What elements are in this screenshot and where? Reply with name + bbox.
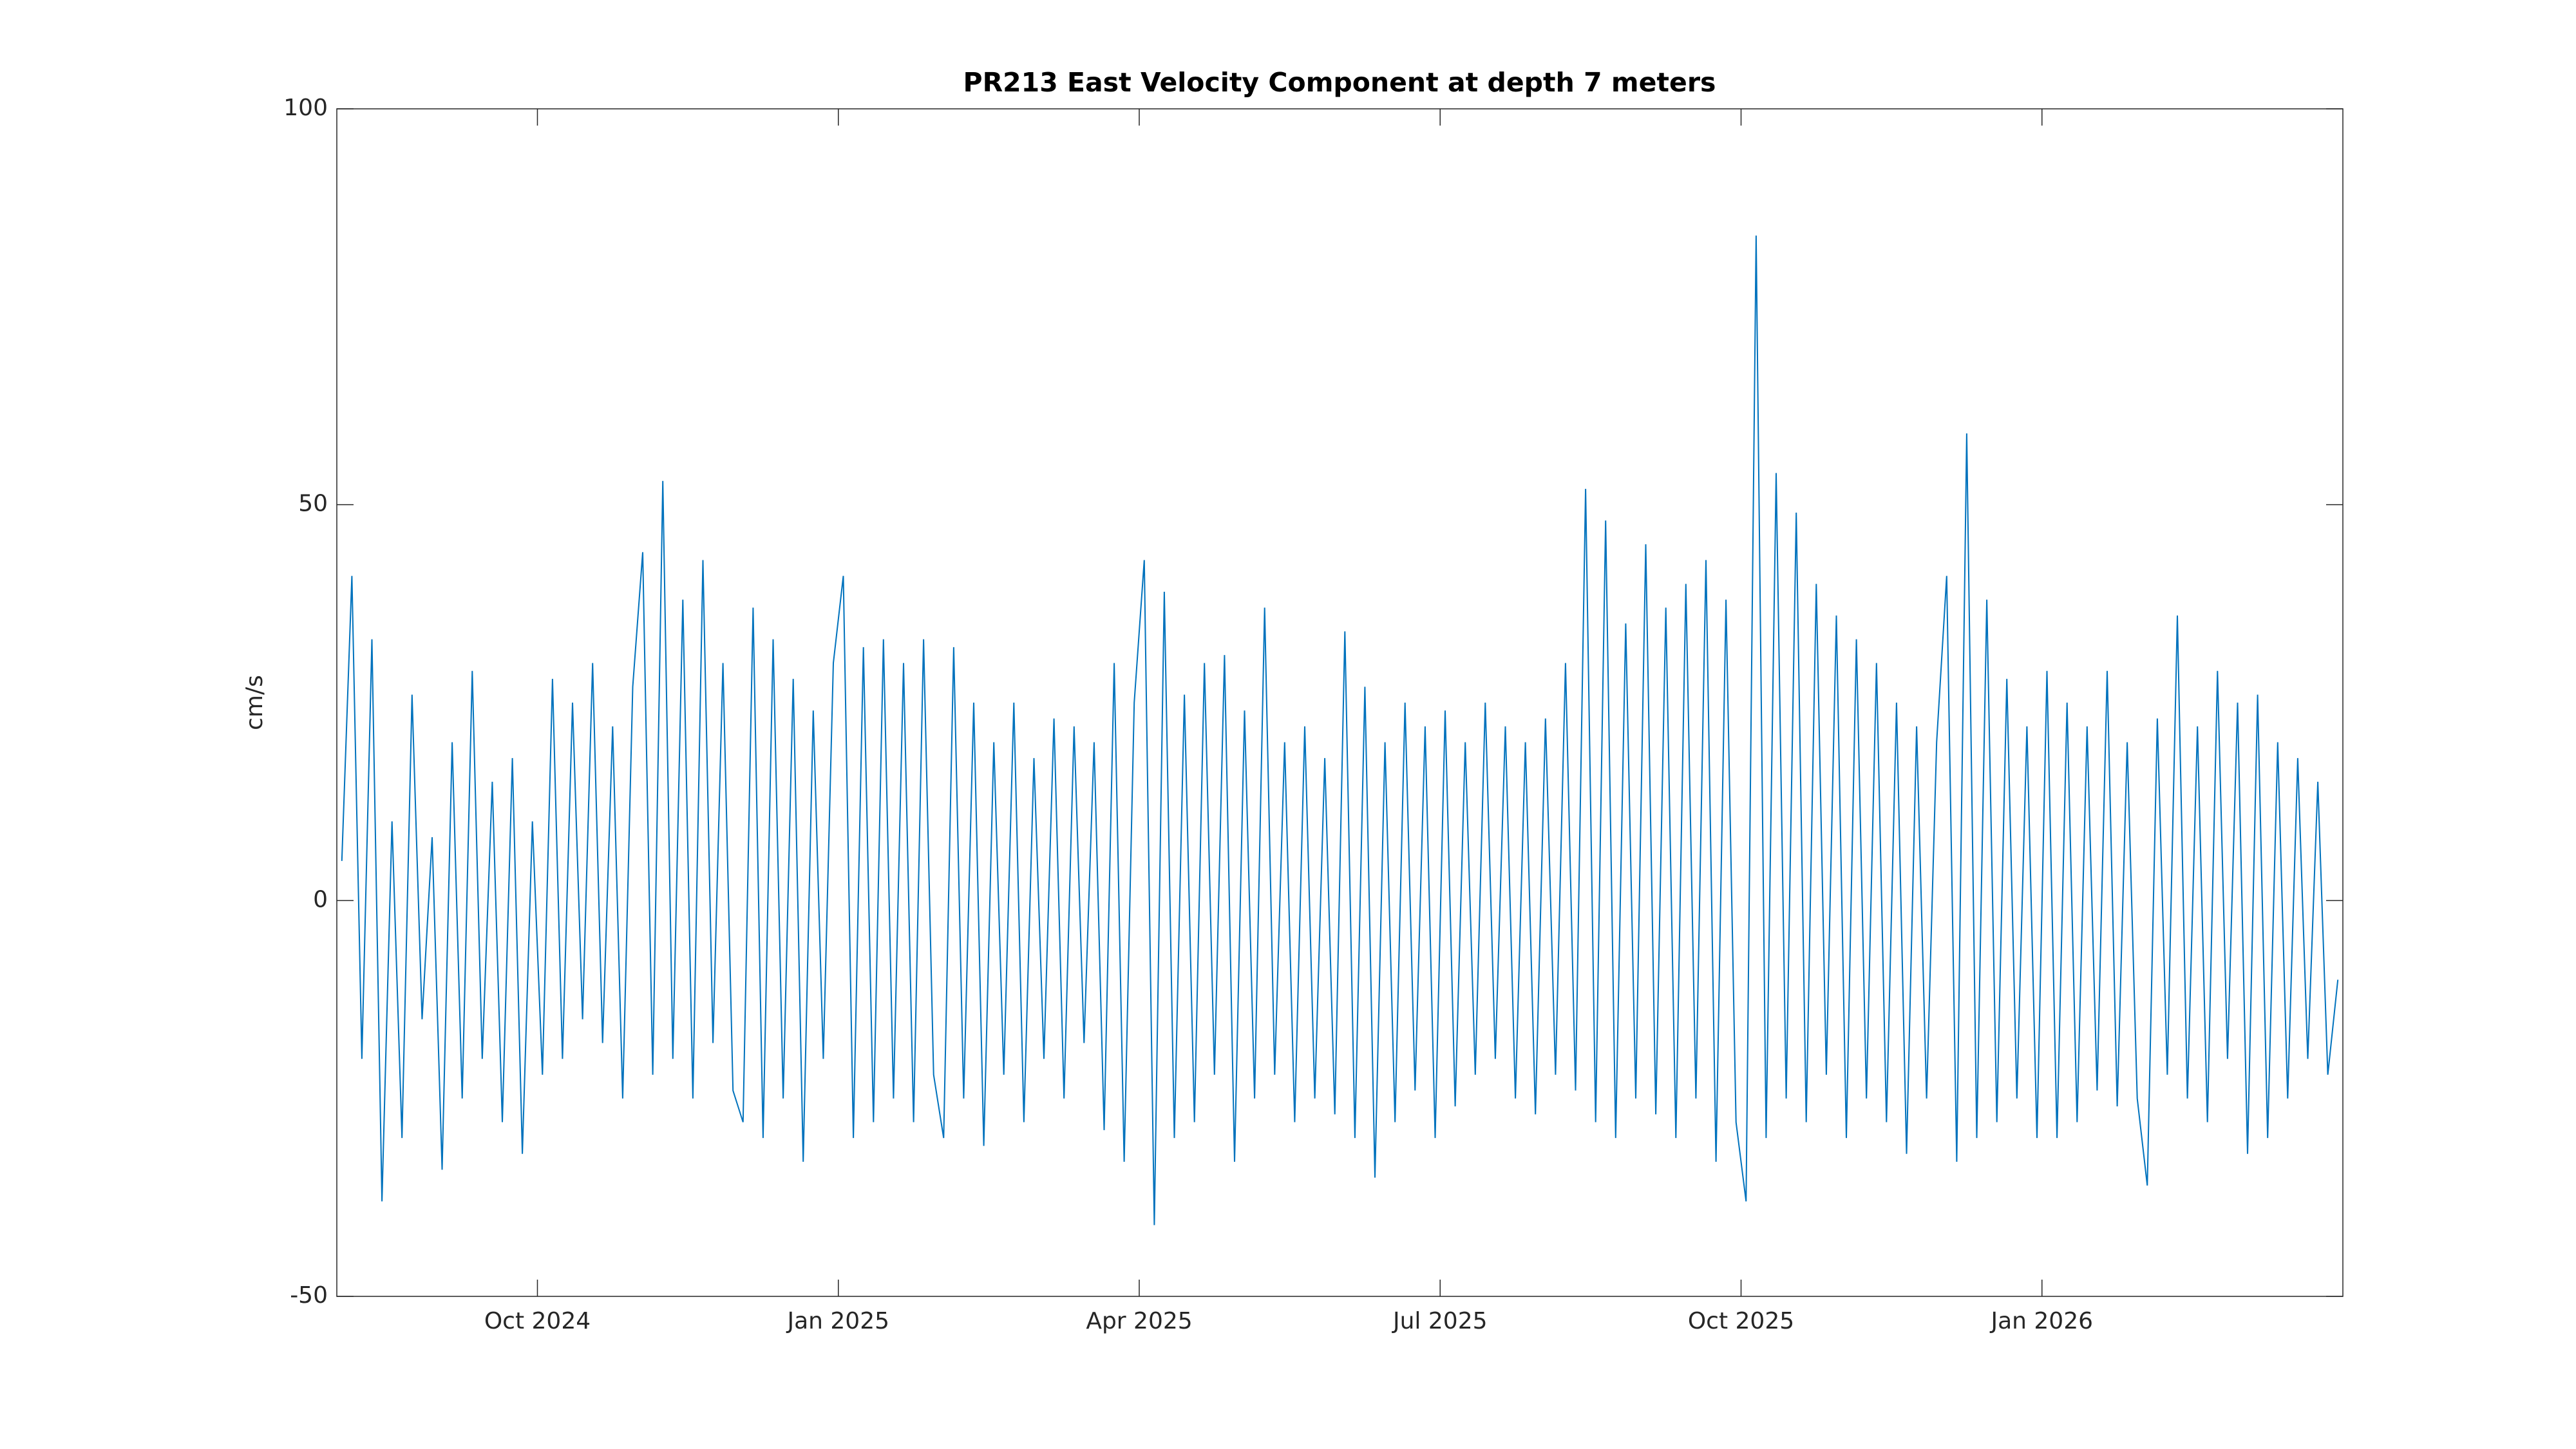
x-tick-label: Apr 2025 [1086,1308,1192,1334]
y-tick-label: -50 [290,1282,328,1309]
y-tick-label: 50 [298,491,328,517]
x-tick-label: Jan 2025 [786,1308,889,1334]
y-axis-label: cm/s [242,675,268,730]
x-tick-label: Jul 2025 [1392,1308,1488,1334]
x-tick-label: Oct 2024 [484,1308,591,1334]
axes-box [336,108,2344,1297]
y-tick-label: 100 [283,95,328,121]
chart-title: PR213 East Velocity Component at depth 7… [963,67,1716,98]
x-tick-label: Jan 2026 [1989,1308,2093,1334]
x-tick-label: Oct 2025 [1688,1308,1794,1334]
series-line [341,235,2339,1226]
y-tick-label: 0 [313,886,328,913]
